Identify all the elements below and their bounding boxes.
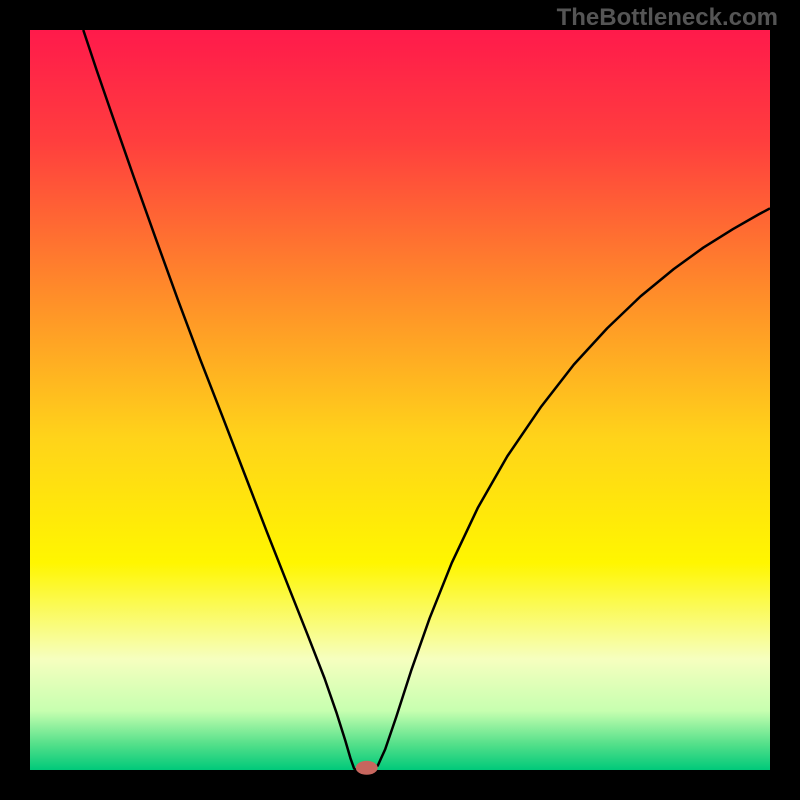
- frame-bottom: [0, 770, 800, 800]
- bottleneck-curve-chart: [0, 0, 800, 800]
- watermark-text: TheBottleneck.com: [557, 4, 778, 32]
- gradient-background: [30, 30, 770, 770]
- frame-right: [770, 30, 800, 770]
- chart-container: TheBottleneck.com: [0, 0, 800, 800]
- frame-left: [0, 30, 30, 770]
- optimal-point-marker: [356, 761, 378, 775]
